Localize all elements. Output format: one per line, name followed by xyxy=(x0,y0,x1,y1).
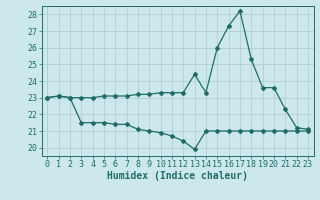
X-axis label: Humidex (Indice chaleur): Humidex (Indice chaleur) xyxy=(107,171,248,181)
